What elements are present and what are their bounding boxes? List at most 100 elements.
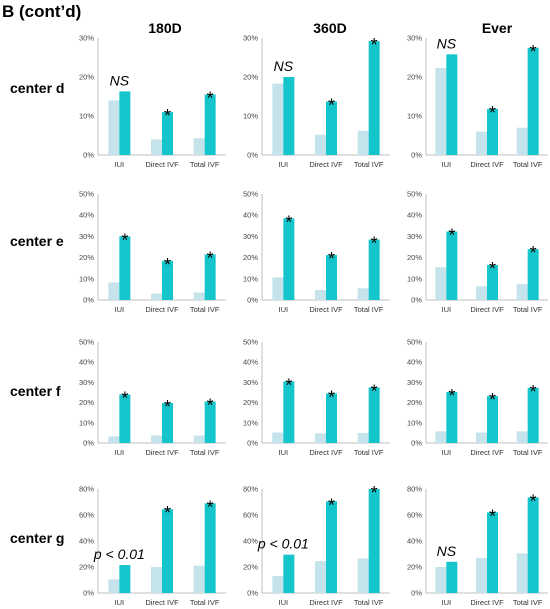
bar-center bbox=[119, 236, 131, 300]
y-tick-label: 10% bbox=[407, 274, 422, 283]
significance-label: NS bbox=[110, 72, 130, 88]
y-tick-label: 30% bbox=[243, 378, 258, 387]
bar-center bbox=[119, 91, 131, 155]
x-tick-label: Direct IVF bbox=[309, 160, 343, 169]
significance-star: * bbox=[530, 243, 537, 263]
significance-star: * bbox=[371, 483, 378, 503]
x-tick-label: IUI bbox=[279, 160, 289, 169]
x-tick-label: IUI bbox=[442, 598, 452, 607]
significance-star: * bbox=[164, 255, 171, 275]
significance-star: * bbox=[448, 386, 455, 406]
y-tick-label: 60% bbox=[79, 511, 94, 520]
y-tick-label: 30% bbox=[407, 378, 422, 387]
bar-comparison bbox=[193, 138, 205, 155]
row-label-center-e: center e bbox=[10, 233, 64, 249]
y-tick-label: 50% bbox=[79, 338, 94, 347]
bar-comparison bbox=[193, 565, 205, 593]
bar-comparison bbox=[151, 139, 162, 155]
x-tick-label: Total IVF bbox=[513, 160, 543, 169]
y-tick-label: 40% bbox=[79, 211, 94, 220]
y-tick-label: 50% bbox=[79, 190, 94, 199]
significance-star: * bbox=[371, 35, 378, 55]
x-tick-label: Direct IVF bbox=[309, 305, 343, 314]
column-header-180d: 180D bbox=[148, 20, 181, 36]
significance-star: * bbox=[328, 96, 335, 116]
row-label-center-f: center f bbox=[10, 383, 61, 399]
bar-comparison bbox=[272, 83, 284, 155]
significance-star: * bbox=[371, 381, 378, 401]
y-tick-label: 40% bbox=[407, 211, 422, 220]
chart-center-g-360d: 0% 20% 40% 60% 80% IUI p < 0.01 Direct IVF * Tota… bbox=[243, 483, 390, 607]
bar-center bbox=[326, 393, 337, 443]
y-tick-label: 10% bbox=[79, 418, 94, 427]
y-tick-label: 0% bbox=[247, 439, 258, 448]
y-tick-label: 0% bbox=[411, 296, 422, 305]
x-tick-label: Direct IVF bbox=[470, 305, 504, 314]
significance-star: * bbox=[530, 491, 537, 511]
y-tick-label: 20% bbox=[79, 253, 94, 262]
y-tick-label: 0% bbox=[83, 589, 94, 598]
significance-star: * bbox=[207, 497, 214, 517]
y-tick-label: 10% bbox=[243, 274, 258, 283]
y-tick-label: 50% bbox=[407, 190, 422, 199]
chart-center-f-ever: 0% 10% 20% 30% 40% 50% IUI * Direct IVF * Total IV… bbox=[407, 338, 548, 457]
significance-star: * bbox=[207, 396, 214, 416]
bar-center bbox=[527, 47, 539, 155]
x-tick-label: Total IVF bbox=[190, 448, 220, 457]
panel-label: B (cont’d) bbox=[2, 2, 81, 21]
x-tick-label: Direct IVF bbox=[145, 448, 179, 457]
y-tick-label: 20% bbox=[79, 398, 94, 407]
x-tick-label: IUI bbox=[442, 305, 452, 314]
x-tick-label: Direct IVF bbox=[309, 448, 343, 457]
column-header-ever: Ever bbox=[482, 20, 513, 36]
y-tick-label: 40% bbox=[243, 211, 258, 220]
significance-star: * bbox=[164, 503, 171, 523]
x-tick-label: Total IVF bbox=[354, 305, 384, 314]
x-tick-label: Total IVF bbox=[354, 160, 384, 169]
bar-center bbox=[204, 401, 216, 443]
significance-star: * bbox=[489, 103, 496, 123]
bar-center bbox=[487, 265, 498, 300]
bar-comparison bbox=[193, 292, 205, 300]
y-tick-label: 0% bbox=[411, 589, 422, 598]
x-tick-label: IUI bbox=[115, 160, 125, 169]
significance-label: NS bbox=[437, 543, 457, 559]
y-tick-label: 40% bbox=[79, 358, 94, 367]
bar-comparison bbox=[476, 131, 487, 155]
significance-label: NS bbox=[437, 35, 457, 51]
y-tick-label: 40% bbox=[243, 358, 258, 367]
bar-center bbox=[204, 94, 216, 155]
y-tick-label: 80% bbox=[407, 485, 422, 494]
bar-center bbox=[283, 218, 295, 300]
significance-star: * bbox=[285, 212, 292, 232]
significance-label: p < 0.01 bbox=[257, 536, 309, 552]
y-tick-label: 20% bbox=[407, 73, 422, 82]
bar-center bbox=[368, 489, 380, 593]
y-tick-label: 20% bbox=[243, 73, 258, 82]
y-tick-label: 0% bbox=[411, 151, 422, 160]
bar-center bbox=[368, 41, 380, 156]
chart-center-e-180d: 0% 10% 20% 30% 40% 50% IUI * Direct IVF * Total IV… bbox=[79, 190, 226, 314]
chart-center-f-360d: 0% 10% 20% 30% 40% 50% IUI * Direct IVF * Total IV… bbox=[243, 338, 390, 457]
bar-comparison bbox=[357, 432, 369, 443]
x-tick-label: IUI bbox=[442, 448, 452, 457]
significance-star: * bbox=[207, 89, 214, 109]
x-tick-label: IUI bbox=[279, 598, 289, 607]
significance-star: * bbox=[121, 230, 128, 250]
significance-star: * bbox=[164, 397, 171, 417]
bar-comparison bbox=[108, 100, 120, 155]
y-tick-label: 0% bbox=[247, 296, 258, 305]
chart-center-e-360d: 0% 10% 20% 30% 40% 50% IUI * Direct IVF * Total IV… bbox=[243, 190, 390, 314]
bar-center bbox=[487, 108, 498, 155]
bar-center bbox=[119, 565, 131, 593]
y-tick-label: 20% bbox=[407, 398, 422, 407]
y-tick-label: 60% bbox=[243, 511, 258, 520]
y-tick-label: 10% bbox=[243, 418, 258, 427]
y-tick-label: 10% bbox=[243, 112, 258, 121]
y-tick-label: 20% bbox=[243, 398, 258, 407]
bar-center bbox=[446, 561, 458, 593]
significance-star: * bbox=[489, 390, 496, 410]
y-tick-label: 20% bbox=[407, 563, 422, 572]
chart-center-g-180d: 0% 20% 40% 60% 80% IUI p < 0.01 Direct IVF * Tota… bbox=[79, 485, 226, 607]
x-tick-label: Direct IVF bbox=[470, 160, 504, 169]
